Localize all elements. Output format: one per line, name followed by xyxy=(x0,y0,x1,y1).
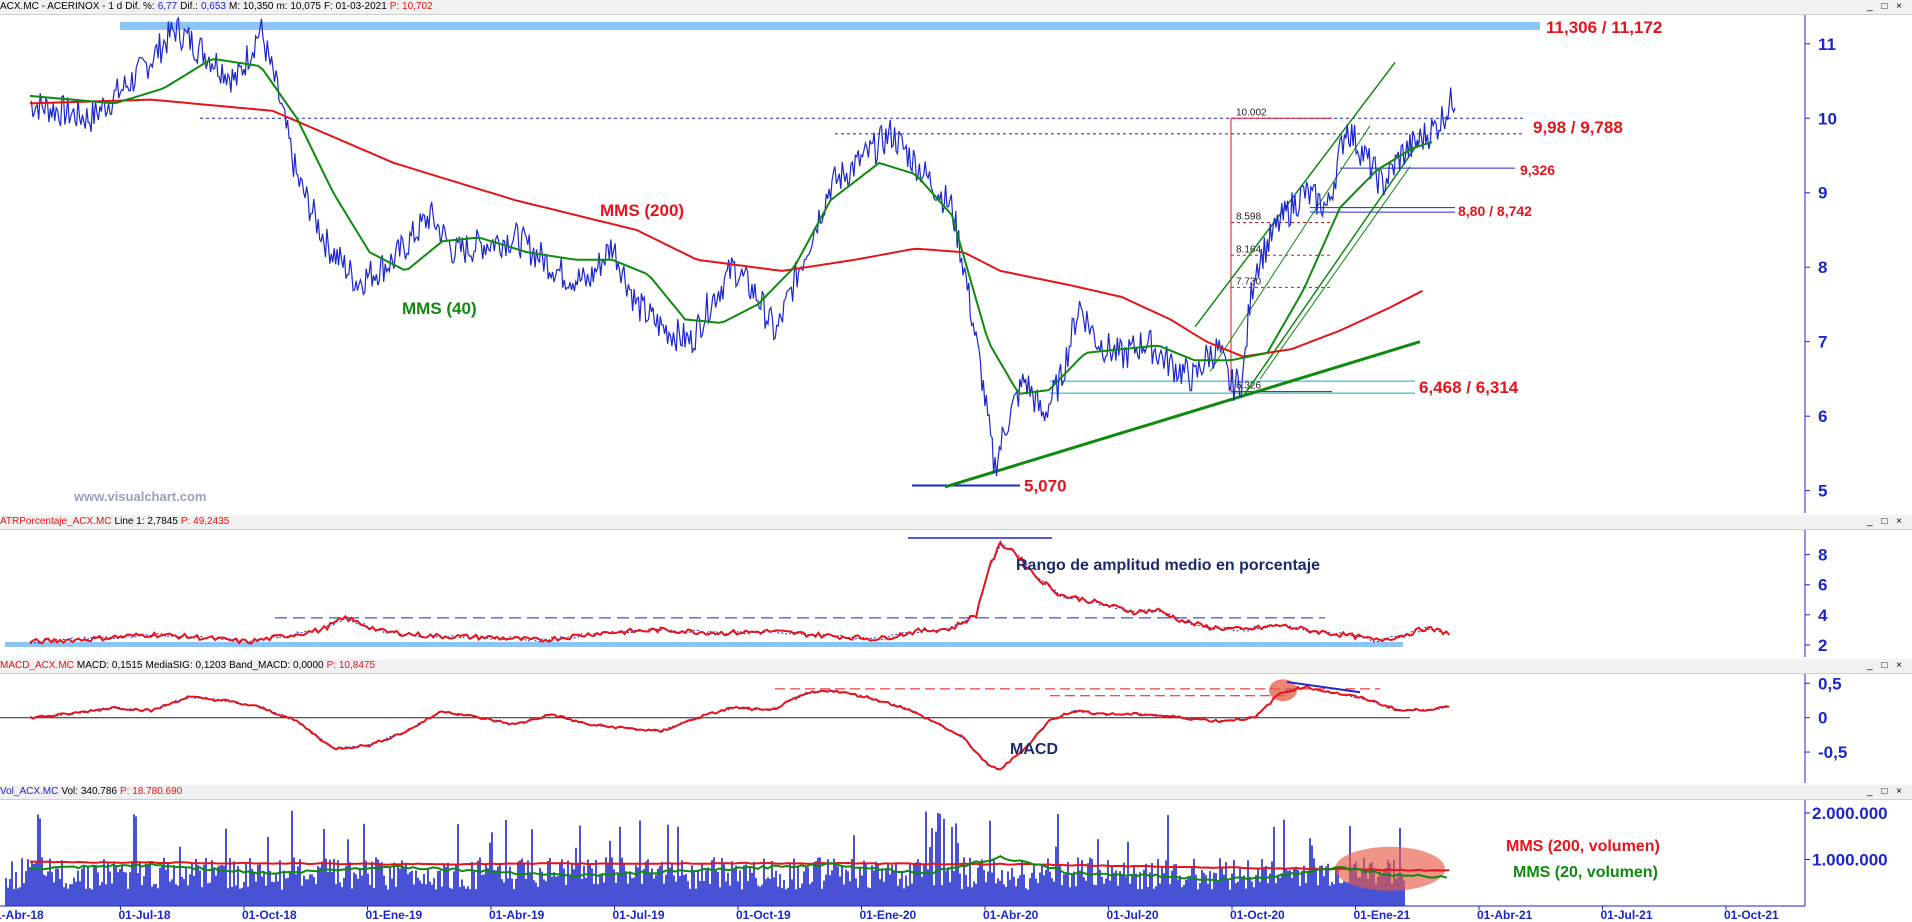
x-tick-label: 01-Oct-21 xyxy=(1724,908,1779,922)
price-y-tick-label: 7 xyxy=(1818,333,1827,352)
macd-signal-line xyxy=(29,686,1450,770)
atr-y-tick-label: 2 xyxy=(1818,636,1827,655)
macd-line xyxy=(29,685,1450,771)
channel-line xyxy=(1259,166,1411,380)
x-tick-label: 01-Oct-20 xyxy=(1230,908,1285,922)
header-field: Vol_ACX.MC xyxy=(0,786,59,797)
header-field: Dif. %: xyxy=(125,1,155,12)
mms40-line xyxy=(29,58,1433,395)
header-field: M: 10,350 xyxy=(228,1,274,12)
fib-label: 8.598 xyxy=(1236,212,1261,223)
window-buttons[interactable]: _ □ × xyxy=(1867,660,1905,671)
price-panel-header: ACX.MC - ACERINOX - 1 d Dif. %: 6,77 Dif.: 0… xyxy=(0,0,1912,15)
header-field: F: 01-03-2021 xyxy=(323,1,387,12)
x-tick-label: 01-Jul-18 xyxy=(119,908,171,922)
header-field: Line 1: 2,7845 xyxy=(114,516,178,527)
x-tick-label: 01-Abr-20 xyxy=(983,908,1039,922)
price-y-tick-label: 9 xyxy=(1818,184,1827,203)
resistance-zone xyxy=(120,21,1540,30)
level-annotation: 6,468 / 6,314 xyxy=(1419,378,1519,397)
atr-annotation: Rango de amplitud medio en porcentaje xyxy=(1016,557,1320,574)
atr-y-tick-label: 6 xyxy=(1818,576,1827,595)
header-field: Vol: 340.786 xyxy=(61,786,117,797)
mms40-label: MMS (40) xyxy=(402,299,477,318)
header-field: MediaSIG: 0,1203 xyxy=(145,660,227,671)
volume-bars xyxy=(5,810,1405,906)
vol-mms20-label: MMS (20, volumen) xyxy=(1513,864,1658,881)
x-tick-label: 01-Ene-19 xyxy=(366,908,423,922)
header-field: P: 10,702 xyxy=(389,1,433,12)
price-y-tick-label: 11 xyxy=(1818,35,1836,54)
x-tick-label: 01-Abr-19 xyxy=(489,908,545,922)
channel-line xyxy=(1209,125,1371,372)
level-annotation: 8,80 / 8,742 xyxy=(1458,203,1532,219)
header-field: Dif.: xyxy=(180,1,198,12)
fib-label: 7.730 xyxy=(1236,276,1261,287)
header-field: MACD_ACX.MC xyxy=(0,660,74,671)
x-tick-label: 01-Oct-19 xyxy=(736,908,791,922)
channel-line xyxy=(1244,140,1421,395)
vol-mms20-line xyxy=(29,854,1448,883)
fib-label: 6.326 xyxy=(1236,381,1261,392)
mms200-line xyxy=(29,98,1423,358)
header-field: P: 49,2435 xyxy=(180,516,230,527)
x-tick-label: 01-Jul-21 xyxy=(1601,908,1653,922)
header-field: P: 10,8475 xyxy=(326,660,375,671)
price-y-tick-label: 10 xyxy=(1818,109,1837,128)
header-field: MACD: 0,1515 xyxy=(76,660,143,671)
macd-y-tick-label: -0,5 xyxy=(1818,743,1847,762)
window-buttons[interactable]: _ □ × xyxy=(1867,1,1905,12)
window-buttons[interactable]: _ □ × xyxy=(1867,516,1905,527)
header-field: ATRPorcentaje_ACX.MC xyxy=(0,516,112,527)
macd-divergence-line xyxy=(1286,680,1361,694)
price-series xyxy=(29,16,1456,477)
x-tick-label: 01-Abr-21 xyxy=(1477,908,1533,922)
x-tick-label: 01-Jul-20 xyxy=(1107,908,1159,922)
x-tick-label: 01-Jul-19 xyxy=(613,908,665,922)
macd-annotation: MACD xyxy=(1010,741,1058,758)
atr-baseline-zone xyxy=(5,641,1403,647)
fib-label: 8.164 xyxy=(1236,244,1261,255)
atr-panel-header: ATRPorcentaje_ACX.MC Line 1: 2,7845 P: 49,… xyxy=(0,515,1912,530)
level-annotation: 11,306 / 11,172 xyxy=(1546,18,1662,37)
macd-y-tick-label: 0 xyxy=(1818,709,1827,728)
vol-mms200-label: MMS (200, volumen) xyxy=(1506,838,1660,855)
macd-y-tick-label: 0,5 xyxy=(1818,674,1842,693)
header-field: Band_MACD: 0,0000 xyxy=(229,660,324,671)
macd-panel-header: MACD_ACX.MC MACD: 0,1515 MediaSIG: 0,1203 B… xyxy=(0,659,1912,674)
vol-y-tick-label: 1.000.000 xyxy=(1812,850,1888,869)
volume-panel-header: Vol_ACX.MC Vol: 340.786 P: 18.780.690 _ □ × xyxy=(0,785,1912,800)
header-field: 0,653 xyxy=(200,1,226,12)
price-y-tick-label: 8 xyxy=(1818,258,1827,277)
channel-line xyxy=(1194,61,1396,328)
header-field: P: 18.780.690 xyxy=(119,786,183,797)
x-tick-label: 01-Ene-21 xyxy=(1354,908,1411,922)
level-annotation: 5,070 xyxy=(1024,476,1067,495)
watermark: www.visualchart.com xyxy=(74,489,207,504)
x-tick-label: 01-Ene-20 xyxy=(860,908,917,922)
fib-label: 10.002 xyxy=(1236,107,1267,118)
mms200-label: MMS (200) xyxy=(600,201,684,220)
x-tick-label: 01-Oct-18 xyxy=(242,908,297,922)
x-tick-label: 1-Abr-18 xyxy=(0,908,44,922)
vol-mms200-line xyxy=(30,860,1450,872)
support-trendline xyxy=(944,340,1421,489)
level-annotation: 9,326 xyxy=(1520,162,1555,178)
atr-line xyxy=(29,540,1450,645)
atr-y-tick-label: 8 xyxy=(1818,546,1827,565)
window-buttons[interactable]: _ □ × xyxy=(1867,786,1905,797)
price-y-tick-label: 5 xyxy=(1818,482,1827,501)
level-annotation: 9,98 / 9,788 xyxy=(1533,118,1623,137)
vol-y-tick-label: 2.000.000 xyxy=(1812,804,1888,823)
header-field: m: 10,075 xyxy=(276,1,321,12)
price-y-tick-label: 6 xyxy=(1818,407,1827,426)
header-field: 6,77 xyxy=(157,1,178,12)
header-field: ACX.MC - ACERINOX - 1 d xyxy=(0,1,123,12)
atr-y-tick-label: 4 xyxy=(1818,606,1828,625)
